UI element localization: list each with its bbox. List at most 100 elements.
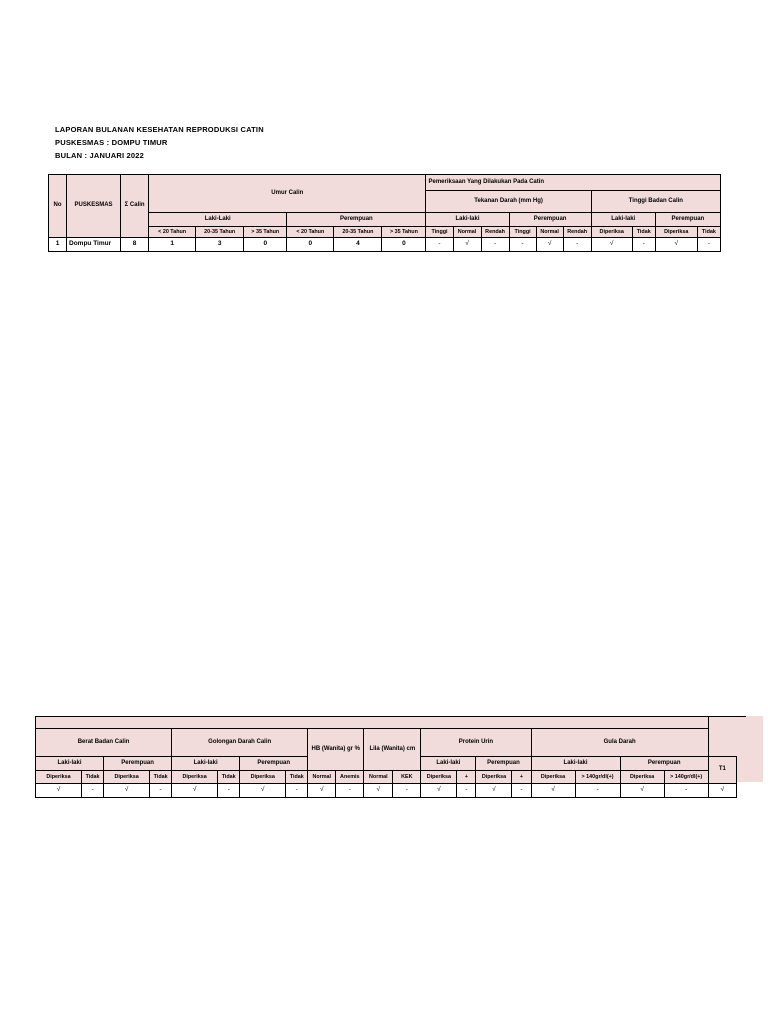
t2-header-row-1: Berat Badan Calin Golongan Darah Calin H… (34, 728, 737, 771)
header-cell-kek: KEK (392, 770, 422, 784)
t2-header-row-3: Diperiksa Tidak Diperiksa Tidak Diperiks… (34, 770, 737, 784)
data-cell: √ (707, 783, 738, 798)
data-cell: √ (654, 237, 698, 252)
header-cell-tinggi-l: Tinggi (425, 226, 454, 238)
header-cell-diperiksa: Diperiksa (239, 770, 287, 784)
header-cell-diperiksa: Diperiksa (171, 770, 219, 784)
data-cell: - (149, 783, 173, 798)
header-cell-protein-perempuan: Perempuan (475, 756, 532, 771)
header-cell-diperiksa: Diperiksa (420, 770, 458, 784)
header-cell-diperiksa: Diperiksa (103, 770, 151, 784)
header-cell-normal-l: Normal (452, 226, 482, 238)
header-cell-diperiksa: Diperiksa (530, 770, 576, 784)
header-cell-rendah-l: Rendah (480, 226, 510, 238)
data-cell: - (574, 783, 621, 798)
t1-column-spacer (707, 728, 737, 757)
data-cell: - (425, 237, 454, 252)
header-cell-normal: Normal (363, 770, 394, 784)
data-cell: - (562, 237, 592, 252)
report-title: LAPORAN BULANAN KESEHATAN REPRODUKSI CAT… (55, 125, 264, 134)
header-cell-puskesmas: PUSKESMAS (66, 174, 122, 238)
header-cell-tidak: Tidak (81, 770, 105, 784)
header-cell-umur-calin: Umur Calin (148, 174, 427, 213)
data-cell: √ (239, 783, 287, 798)
header-cell-rendah-p: Rendah (562, 226, 592, 238)
header-cell-umur-perempuan: Perempuan (286, 212, 427, 227)
header-cell-tinggi-p: Tinggi (508, 226, 537, 238)
continuation-band-t1 (707, 716, 737, 729)
data-cell: √ (452, 237, 482, 252)
data-cell: √ (363, 783, 394, 798)
header-cell-plus: + (456, 770, 477, 784)
header-cell-tinggi-laki: Laki-laki (590, 212, 656, 227)
header-cell-tidak: Tidak (149, 770, 173, 784)
header-cell-plus: + (511, 770, 532, 784)
data-cell: √ (103, 783, 151, 798)
data-cell: - (631, 237, 656, 252)
header-cell-gt140: > 140gr/dl(+) (574, 770, 621, 784)
data-cell-puskesmas: Dompu Timur (66, 237, 122, 252)
data-cell: - (663, 783, 709, 798)
data-cell: - (696, 237, 722, 252)
data-cell: - (456, 783, 477, 798)
header-cell-gula-darah: Gula Darah (530, 728, 709, 757)
data-cell-total: 8 (120, 237, 150, 252)
catin-summary-table: No PUSKESMAS Σ Calin Umur Calin Pemeriks… (47, 174, 722, 252)
header-cell-protein-urin: Protein Urin (420, 728, 532, 757)
data-cell: √ (171, 783, 219, 798)
data-cell: - (480, 237, 510, 252)
header-cell-tinggi-badan: Tinggi Badan Calin (590, 190, 722, 213)
header-cell-lila: Lila (Wanita) cm (363, 728, 422, 771)
header-cell-pemeriksaan: Pemeriksaan Yang Dilakukan Pada Catin (425, 174, 721, 191)
t1-data-row: 1 Dompu Timur 8 1 3 0 0 4 0 - √ - - √ - … (47, 237, 722, 252)
t1-header-row-4: < 20 Tahun 20-35 Tahun > 35 Tahun < 20 T… (49, 226, 722, 238)
data-cell: 4 (333, 237, 383, 252)
header-cell-gol-perempuan: Perempuan (239, 756, 309, 771)
band-top-border-extension (736, 716, 746, 717)
header-cell-umur-laki: Laki-Laki (148, 212, 288, 227)
header-cell-berat-badan: Berat Badan Calin (34, 728, 173, 757)
header-cell-golongan-darah: Golongan Darah Calin (171, 728, 309, 757)
data-cell: 0 (243, 237, 288, 252)
header-cell-diperiksa-l: Diperiksa (590, 226, 633, 238)
header-cell-berat-laki: Laki-laki (34, 756, 105, 771)
data-cell: - (81, 783, 105, 798)
data-cell: √ (590, 237, 633, 252)
data-cell: 1 (148, 237, 197, 252)
header-cell-gula-laki: Laki-laki (530, 756, 621, 771)
data-cell: √ (535, 237, 564, 252)
header-cell-sigma-calin: Σ Calin (120, 174, 150, 238)
header-cell-tekanan-perempuan: Perempuan (508, 212, 592, 227)
header-cell-diperiksa: Diperiksa (34, 770, 83, 784)
header-cell-tekanan-laki: Laki-laki (425, 212, 510, 227)
header-cell-berat-perempuan: Perempuan (103, 756, 173, 771)
data-cell: √ (530, 783, 576, 798)
header-cell-lt20-l: < 20 Tahun (148, 226, 197, 238)
header-cell-tekanan-darah: Tekanan Darah (mm Hg) (425, 190, 592, 213)
data-cell: - (285, 783, 309, 798)
header-cell-protein-laki: Laki-laki (420, 756, 477, 771)
header-cell-gt35-p: > 35 Tahun (381, 226, 427, 238)
header-cell-anemis: Anemis (335, 770, 365, 784)
header-cell-tidak: Tidak (217, 770, 241, 784)
header-cell-gt140: > 140gr/dl(+) (663, 770, 709, 784)
t2-continuation-band-row (35, 716, 737, 729)
data-cell: √ (475, 783, 513, 798)
data-cell: - (335, 783, 365, 798)
report-month: BULAN : JANUARI 2022 (55, 151, 145, 160)
data-cell: - (392, 783, 422, 798)
data-cell: √ (34, 783, 83, 798)
header-cell-normal: Normal (307, 770, 337, 784)
continuation-band (35, 716, 709, 729)
header-cell-gula-perempuan: Perempuan (619, 756, 709, 771)
data-cell: 0 (381, 237, 427, 252)
header-cell-gol-laki: Laki-laki (171, 756, 241, 771)
header-cell-2035-l: 20-35 Tahun (195, 226, 245, 238)
header-cell-tidak-l: Tidak (631, 226, 656, 238)
data-cell: - (217, 783, 241, 798)
header-cell-no: No (47, 174, 68, 238)
header-cell-hb: HB (Wanita) gr % (307, 728, 365, 771)
t1-header-row-3: Laki-Laki Perempuan Laki-laki Perempuan … (49, 212, 722, 227)
data-cell-no: 1 (47, 237, 68, 252)
header-cell-gt35-l: > 35 Tahun (243, 226, 288, 238)
